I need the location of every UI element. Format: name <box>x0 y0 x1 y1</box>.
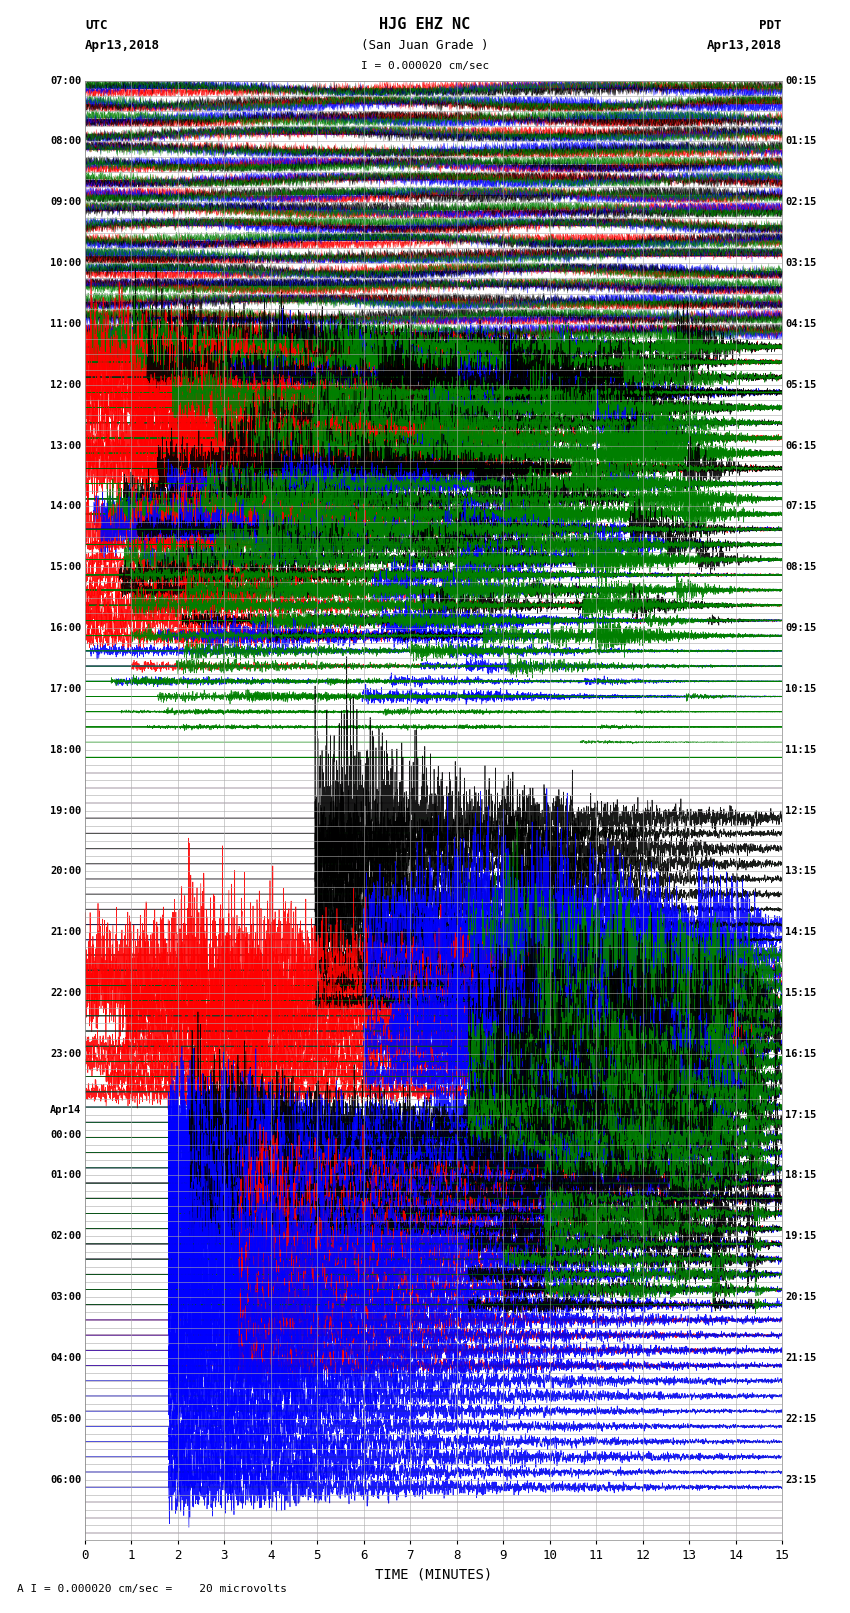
Text: 08:15: 08:15 <box>785 563 817 573</box>
Text: 05:15: 05:15 <box>785 379 817 390</box>
Text: 03:00: 03:00 <box>50 1292 82 1302</box>
Text: HJG EHZ NC: HJG EHZ NC <box>379 18 471 32</box>
Text: 23:00: 23:00 <box>50 1048 82 1058</box>
Text: 11:00: 11:00 <box>50 319 82 329</box>
Text: 06:15: 06:15 <box>785 440 817 450</box>
Text: Apr13,2018: Apr13,2018 <box>707 39 782 52</box>
Text: 01:15: 01:15 <box>785 137 817 147</box>
Text: 16:00: 16:00 <box>50 623 82 632</box>
Text: 07:15: 07:15 <box>785 502 817 511</box>
Text: 09:15: 09:15 <box>785 623 817 632</box>
Text: 17:15: 17:15 <box>785 1110 817 1119</box>
Text: 13:15: 13:15 <box>785 866 817 876</box>
Text: 11:15: 11:15 <box>785 745 817 755</box>
Text: 05:00: 05:00 <box>50 1413 82 1424</box>
Text: I = 0.000020 cm/sec: I = 0.000020 cm/sec <box>361 61 489 71</box>
Text: 20:00: 20:00 <box>50 866 82 876</box>
Text: 19:15: 19:15 <box>785 1231 817 1242</box>
Text: 10:15: 10:15 <box>785 684 817 694</box>
Text: 10:00: 10:00 <box>50 258 82 268</box>
Text: 22:15: 22:15 <box>785 1413 817 1424</box>
Text: 20:15: 20:15 <box>785 1292 817 1302</box>
X-axis label: TIME (MINUTES): TIME (MINUTES) <box>375 1568 492 1582</box>
Text: 06:00: 06:00 <box>50 1474 82 1484</box>
Text: (San Juan Grade ): (San Juan Grade ) <box>361 39 489 52</box>
Text: 23:15: 23:15 <box>785 1474 817 1484</box>
Text: 02:00: 02:00 <box>50 1231 82 1242</box>
Text: 18:15: 18:15 <box>785 1171 817 1181</box>
Text: 03:15: 03:15 <box>785 258 817 268</box>
Text: Apr13,2018: Apr13,2018 <box>85 39 160 52</box>
Text: 18:00: 18:00 <box>50 745 82 755</box>
Text: UTC: UTC <box>85 19 107 32</box>
Text: 21:00: 21:00 <box>50 927 82 937</box>
Text: 19:00: 19:00 <box>50 805 82 816</box>
Text: 15:00: 15:00 <box>50 563 82 573</box>
Text: 15:15: 15:15 <box>785 989 817 998</box>
Text: 09:00: 09:00 <box>50 197 82 208</box>
Text: PDT: PDT <box>760 19 782 32</box>
Text: 14:15: 14:15 <box>785 927 817 937</box>
Text: 04:00: 04:00 <box>50 1353 82 1363</box>
Text: 07:00: 07:00 <box>50 76 82 85</box>
Text: 04:15: 04:15 <box>785 319 817 329</box>
Text: 12:15: 12:15 <box>785 805 817 816</box>
Text: 00:00: 00:00 <box>50 1129 82 1140</box>
Text: A I = 0.000020 cm/sec =    20 microvolts: A I = 0.000020 cm/sec = 20 microvolts <box>17 1584 287 1594</box>
Text: 16:15: 16:15 <box>785 1048 817 1058</box>
Text: 17:00: 17:00 <box>50 684 82 694</box>
Text: 21:15: 21:15 <box>785 1353 817 1363</box>
Text: 00:15: 00:15 <box>785 76 817 85</box>
Text: 08:00: 08:00 <box>50 137 82 147</box>
Text: 22:00: 22:00 <box>50 989 82 998</box>
Text: Apr14: Apr14 <box>50 1105 82 1115</box>
Text: 14:00: 14:00 <box>50 502 82 511</box>
Text: 13:00: 13:00 <box>50 440 82 450</box>
Text: 12:00: 12:00 <box>50 379 82 390</box>
Text: 02:15: 02:15 <box>785 197 817 208</box>
Text: 01:00: 01:00 <box>50 1171 82 1181</box>
